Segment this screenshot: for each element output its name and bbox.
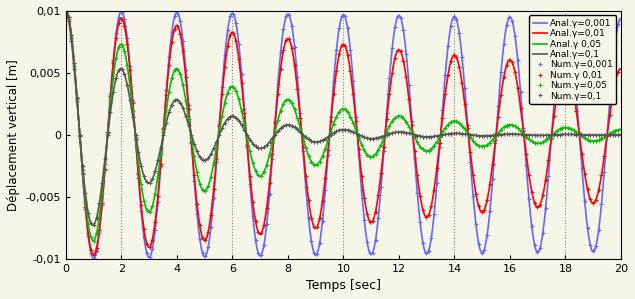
Num.γ=0,1 — [617, 133, 625, 136]
Num.γ=0,1 — [98, 181, 106, 185]
Num.γ=0,05 — [98, 191, 106, 195]
Anal.γ=0,01 — [495, 106, 503, 110]
Anal.γ=0,01 — [617, 67, 625, 71]
Num.γ=0,1 — [168, 103, 176, 106]
Num.γ 0,01 — [90, 253, 98, 257]
Num.γ=0,001 — [592, 244, 599, 248]
Anal.γ 0,05 — [444, 123, 451, 127]
Num.γ=0,1 — [62, 9, 70, 13]
Line: Anal.γ 0,05: Anal.γ 0,05 — [66, 11, 621, 241]
Anal.γ 0,05 — [505, 123, 513, 126]
Anal.γ=0,001 — [505, 16, 513, 19]
Num.γ=0,05 — [573, 130, 580, 134]
Num.γ=0,001 — [213, 161, 220, 164]
Anal.γ=0,001 — [62, 9, 70, 13]
Anal.γ=0,1 — [62, 9, 70, 13]
Num.γ=0,05 — [168, 76, 176, 80]
Anal.γ=0,1 — [495, 133, 503, 136]
Anal.γ=0,01 — [287, 42, 295, 46]
Line: Anal.γ=0,001: Anal.γ=0,001 — [66, 11, 621, 258]
Num.γ=0,001 — [84, 234, 92, 237]
Anal.γ=0,001 — [444, 48, 451, 52]
Num.γ 0,01 — [617, 67, 625, 71]
Anal.γ=0,001 — [287, 19, 295, 23]
Anal.γ 0,05 — [617, 128, 625, 131]
Num.γ=0,05 — [617, 128, 625, 131]
Legend: Anal.γ=0,001, Anal.γ=0,01, Anal.γ 0,05, Anal.γ=0,1, Num.γ=0,001, Num.γ 0,01, Num: Anal.γ=0,001, Anal.γ=0,01, Anal.γ 0,05, … — [530, 16, 617, 104]
Anal.γ=0,001 — [119, 12, 127, 16]
Anal.γ=0,1 — [505, 132, 513, 136]
Num.γ=0,1 — [573, 133, 580, 136]
Num.γ=0,1 — [592, 133, 599, 137]
Anal.γ 0,05 — [119, 45, 127, 48]
Line: Num.γ=0,001: Num.γ=0,001 — [64, 8, 624, 261]
Num.γ 0,01 — [98, 201, 106, 205]
Num.γ 0,01 — [84, 231, 92, 235]
Anal.γ 0,05 — [495, 130, 503, 133]
Anal.γ 0,05 — [307, 159, 315, 163]
Anal.γ 0,05 — [90, 239, 97, 242]
Num.γ=0,05 — [84, 222, 92, 225]
Anal.γ 0,05 — [62, 9, 70, 13]
Num.γ=0,001 — [573, 94, 580, 98]
Anal.γ 0,05 — [287, 100, 295, 103]
Anal.γ=0,001 — [495, 91, 503, 95]
Num.γ 0,01 — [62, 9, 70, 13]
Anal.γ=0,01 — [444, 76, 451, 79]
X-axis label: Temps [sec]: Temps [sec] — [306, 279, 381, 292]
Anal.γ=0,1 — [119, 69, 127, 73]
Num.γ 0,01 — [213, 157, 220, 160]
Anal.γ=0,01 — [307, 213, 315, 217]
Num.γ=0,05 — [592, 139, 599, 143]
Line: Num.γ=0,1: Num.γ=0,1 — [64, 8, 624, 228]
Anal.γ=0,1 — [444, 132, 451, 136]
Anal.γ=0,1 — [90, 224, 97, 227]
Line: Anal.γ=0,1: Anal.γ=0,1 — [66, 11, 621, 225]
Anal.γ=0,1 — [287, 123, 295, 127]
Num.γ=0,1 — [84, 211, 92, 214]
Num.γ=0,05 — [90, 239, 98, 242]
Num.γ=0,001 — [98, 203, 106, 207]
Anal.γ=0,01 — [62, 9, 70, 13]
Num.γ=0,1 — [90, 223, 98, 227]
Anal.γ=0,001 — [617, 17, 625, 20]
Num.γ 0,01 — [573, 110, 580, 113]
Anal.γ=0,01 — [505, 58, 513, 62]
Line: Num.γ 0,01: Num.γ 0,01 — [64, 8, 624, 257]
Anal.γ=0,1 — [307, 139, 315, 143]
Num.γ=0,001 — [617, 17, 625, 20]
Anal.γ=0,001 — [90, 257, 97, 260]
Num.γ=0,001 — [90, 257, 98, 260]
Line: Num.γ=0,05: Num.γ=0,05 — [64, 8, 624, 243]
Num.γ=0,1 — [213, 140, 220, 144]
Anal.γ=0,001 — [307, 237, 315, 240]
Num.γ 0,01 — [592, 198, 599, 202]
Anal.γ=0,01 — [119, 19, 127, 23]
Num.γ=0,05 — [213, 146, 220, 150]
Anal.γ=0,1 — [617, 133, 625, 136]
Num.γ 0,01 — [168, 40, 176, 44]
Num.γ=0,05 — [62, 9, 70, 13]
Num.γ=0,001 — [168, 30, 176, 33]
Anal.γ=0,01 — [90, 253, 97, 257]
Y-axis label: Déplacement vertical [m]: Déplacement vertical [m] — [7, 59, 20, 211]
Line: Anal.γ=0,01: Anal.γ=0,01 — [66, 11, 621, 255]
Num.γ=0,001 — [62, 9, 70, 13]
